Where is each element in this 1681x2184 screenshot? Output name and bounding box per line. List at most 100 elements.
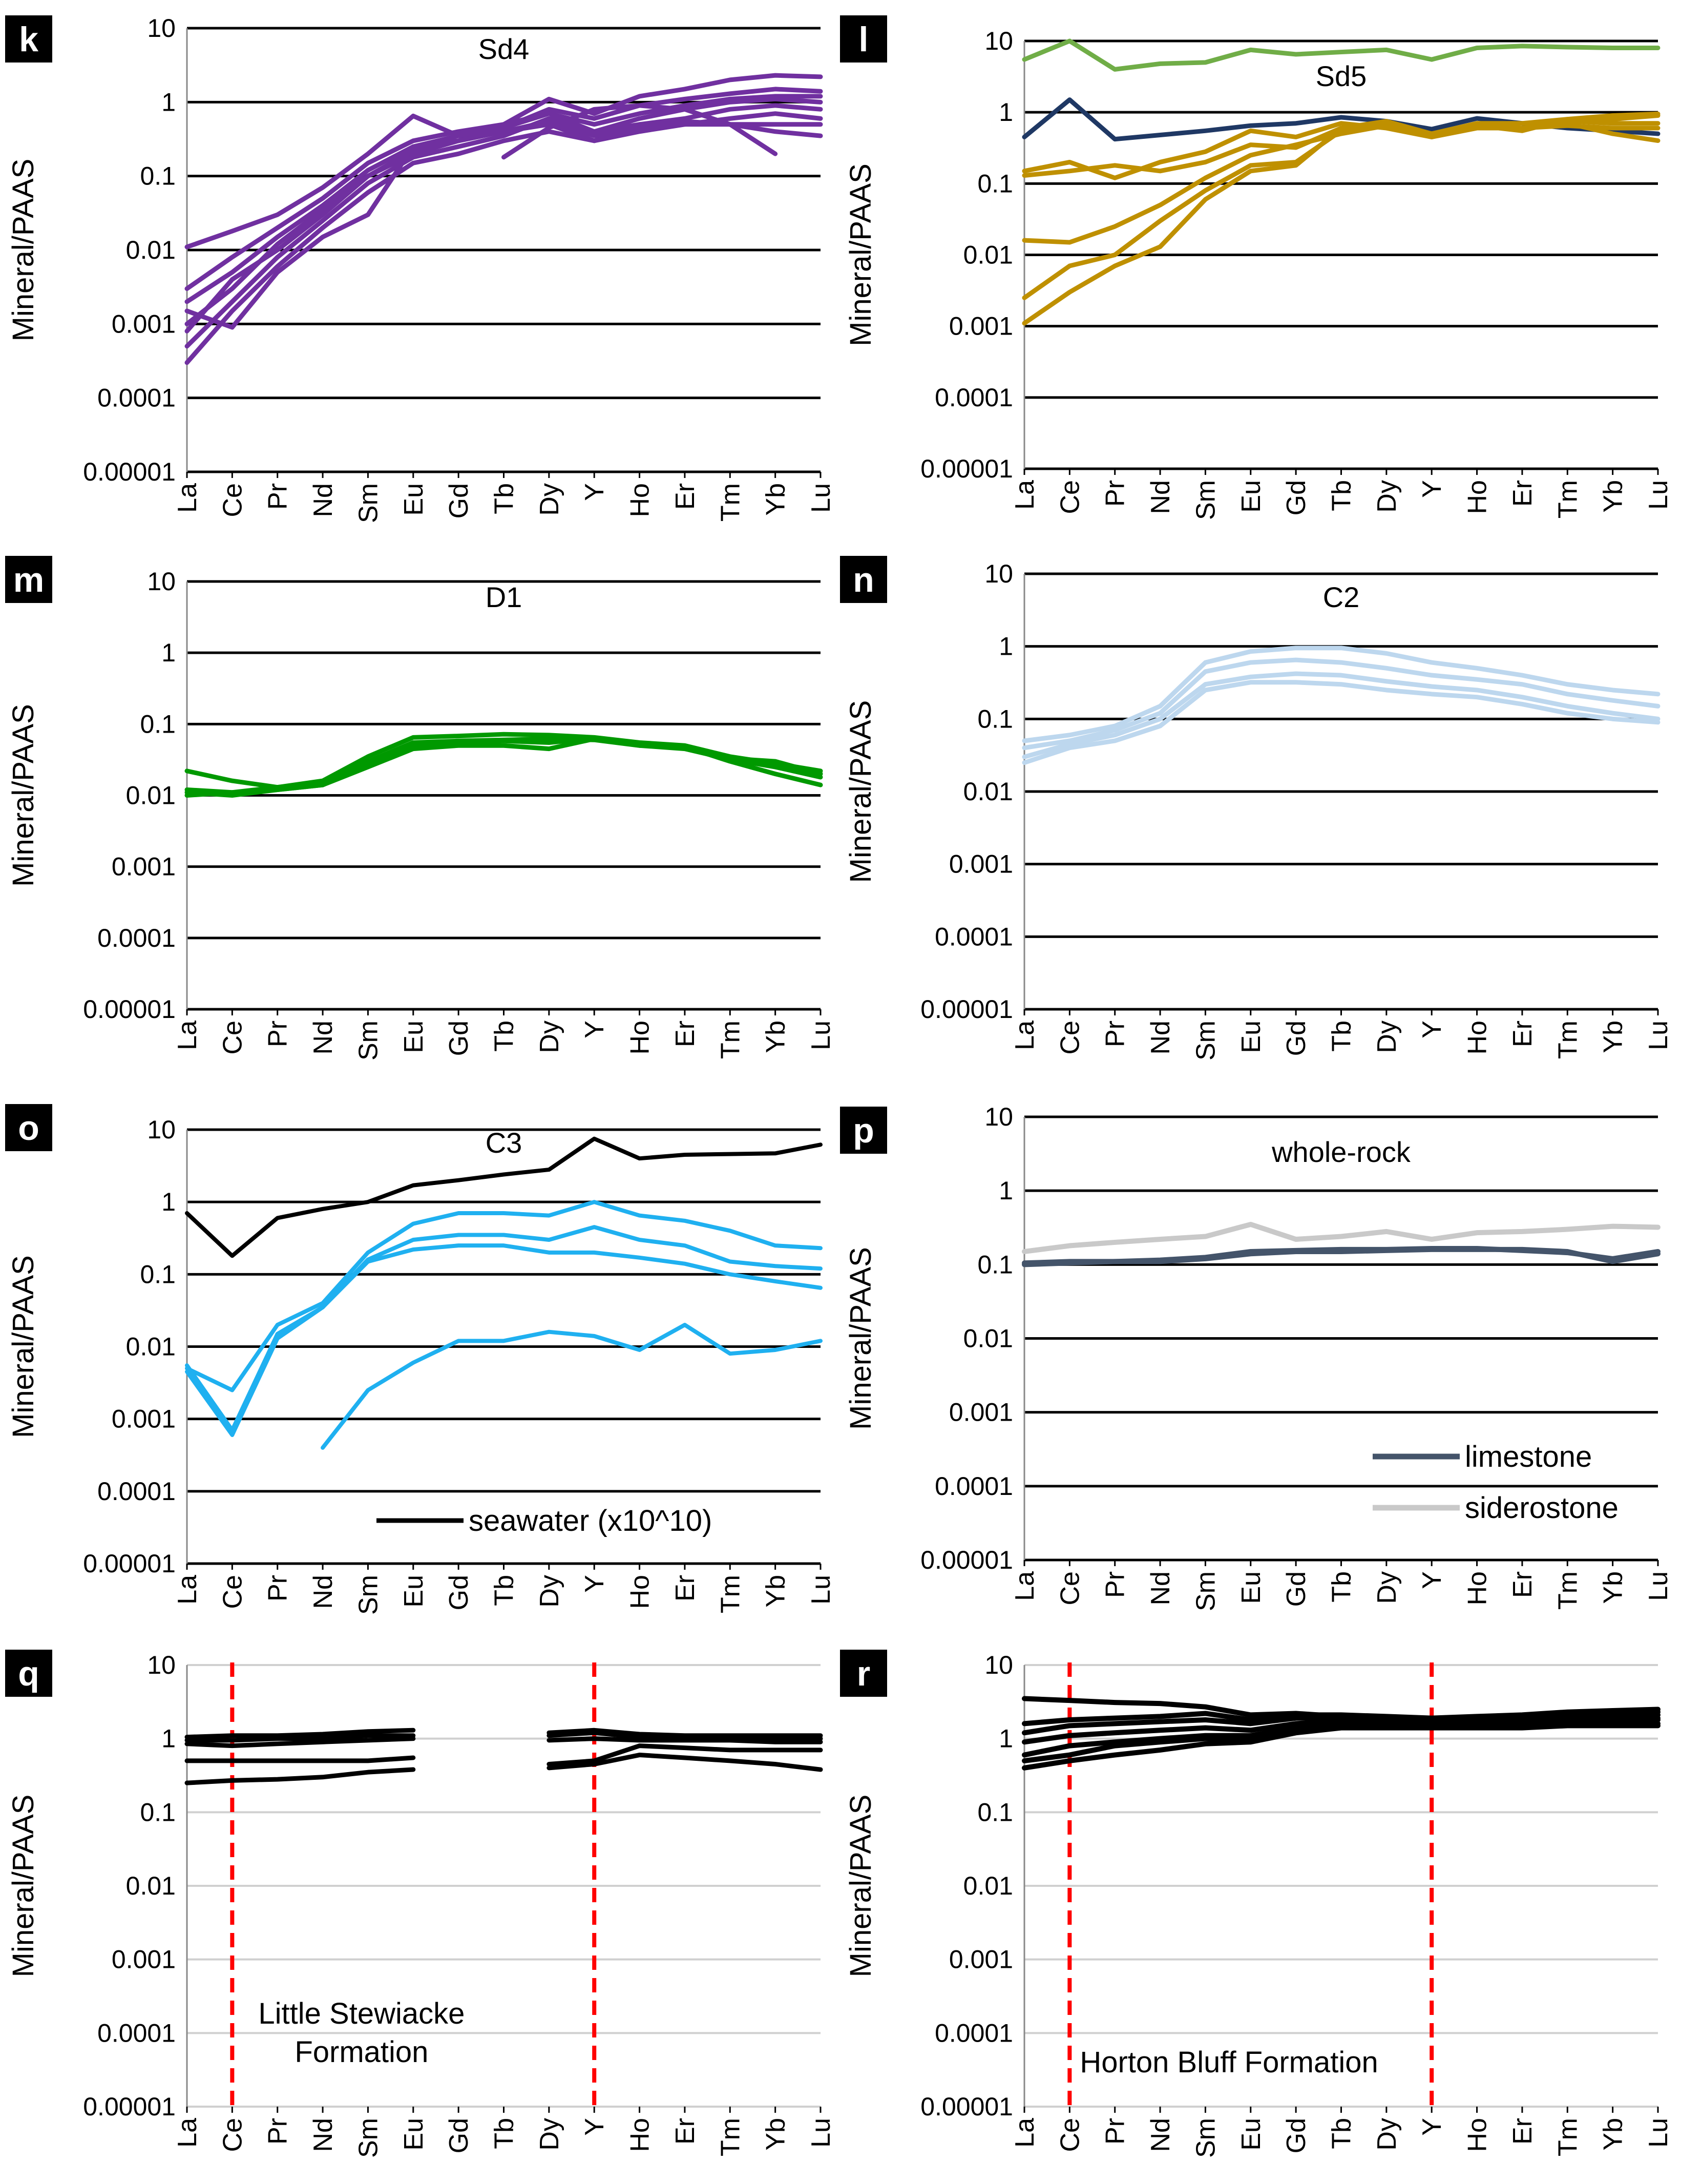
series-line [1022, 1245, 1661, 1266]
x-tick-label: Er [670, 2118, 700, 2145]
panel-m: 0.00001 0.0001 0.001 0.01 0.1 1 10 La Ce Pr Nd Sm Eu… [5, 556, 836, 1060]
x-tick-label: Yb [761, 1575, 791, 1608]
x-tick-label: Tm [1553, 480, 1583, 518]
x-tick-label: Nd [1146, 480, 1175, 514]
x-tick-label: Y [1417, 480, 1447, 498]
x-tick-label: Nd [1146, 1021, 1175, 1054]
panel-badge-letter: l [859, 20, 869, 59]
y-tick-label: 0.0001 [97, 384, 176, 412]
x-tick-label: Ce [1055, 480, 1085, 514]
y-tick-label: 0.00001 [83, 457, 176, 486]
x-tick-label: Ce [218, 1575, 247, 1609]
y-tick-label: 0.1 [140, 1260, 176, 1288]
series-line [185, 1136, 823, 1258]
x-tick-label: Dy [1372, 2118, 1402, 2151]
y-axis-label: Mineral/PAAS [7, 159, 40, 342]
x-tick-label: Gd [444, 1575, 474, 1610]
x-tick-label: Gd [444, 483, 474, 518]
x-tick-label: Dy [535, 1021, 564, 1053]
annotation-line: Horton Bluff Formation [1080, 2046, 1378, 2079]
y-tick-label: 10 [147, 1651, 176, 1679]
y-axis-label: Mineral/PAAS [844, 700, 877, 883]
x-tick-label: Y [580, 1575, 610, 1593]
x-tick-label: Eu [399, 1575, 429, 1608]
panel-badge-letter: r [857, 1654, 870, 1693]
x-tick-label: Y [1417, 1571, 1447, 1589]
y-axis-label: Mineral/PAAS [844, 163, 877, 346]
x-tick-label: Tb [1327, 1021, 1357, 1052]
y-tick-label: 1 [161, 638, 176, 667]
x-tick-label: Ho [625, 2118, 655, 2152]
y-axis-label: Mineral/PAAS [7, 704, 40, 887]
x-tick-label: Sm [353, 483, 383, 523]
x-tick-label: Nd [308, 483, 338, 517]
x-tick-label: Pr [1101, 1571, 1130, 1598]
x-tick-label: La [1010, 1021, 1040, 1050]
y-tick-label: 10 [984, 559, 1013, 588]
x-tick-label: Pr [263, 1575, 293, 1601]
x-tick-label: Yb [1599, 480, 1628, 513]
legend-label: seawater (x10^10) [469, 1504, 712, 1537]
x-tick-label: Eu [399, 483, 429, 516]
series-line [547, 1736, 823, 1744]
series-line [184, 1728, 416, 1740]
series-line [1022, 1712, 1661, 1736]
y-tick-label: 1 [161, 1188, 176, 1216]
series-line [184, 1755, 416, 1763]
series-line [184, 119, 823, 326]
y-tick-label: 1 [999, 1176, 1013, 1205]
y-tick-label: 1 [161, 88, 176, 116]
x-tick-label: Er [1508, 480, 1538, 507]
x-tick-label: Dy [1372, 1021, 1402, 1053]
x-tick-label: Ho [625, 483, 655, 517]
x-tick-label: Tm [1553, 1571, 1583, 1610]
y-tick-label: 10 [984, 27, 1013, 55]
series-line [1022, 111, 1661, 326]
x-tick-label: Sm [1191, 1571, 1221, 1611]
x-tick-label: Eu [1236, 2118, 1266, 2151]
x-tick-label: Gd [1281, 2118, 1311, 2153]
panel-badge-letter: m [13, 560, 44, 599]
x-tick-label: Tm [1553, 1021, 1583, 1059]
series-line [185, 1225, 823, 1432]
x-tick-label: Ho [1463, 1571, 1493, 1605]
series-line [1022, 680, 1661, 765]
panel-l: 0.00001 0.0001 0.001 0.01 0.1 1 10 La Ce Pr Nd Sm Eu… [840, 15, 1673, 520]
x-tick-label: Sm [353, 2118, 383, 2158]
y-tick-label: 0.0001 [97, 924, 176, 952]
y-tick-label: 0.00001 [920, 2092, 1013, 2121]
x-tick-label: Y [1417, 2118, 1447, 2136]
x-tick-label: Gd [444, 2118, 474, 2153]
y-tick-label: 0.1 [140, 162, 176, 191]
series-line [184, 73, 823, 330]
x-tick-label: Ce [218, 483, 247, 517]
series-line [547, 1730, 823, 1741]
y-tick-label: 0.0001 [935, 1472, 1013, 1501]
x-tick-label: Er [1508, 2118, 1538, 2145]
y-tick-label: 0.1 [140, 710, 176, 738]
y-tick-label: 0.00001 [920, 1546, 1013, 1574]
panel-badge [840, 556, 887, 603]
y-axis-label: Mineral/PAAS [7, 1255, 40, 1438]
chart-title: Sd4 [478, 33, 530, 65]
x-tick-label: Yb [1599, 2118, 1628, 2151]
series-line [184, 1733, 416, 1743]
y-tick-label: 0.01 [963, 241, 1013, 269]
x-tick-label: Nd [308, 2118, 338, 2152]
y-tick-label: 0.0001 [935, 922, 1013, 951]
series-line [1022, 1715, 1661, 1763]
panel-badge [840, 15, 887, 63]
y-tick-label: 0.1 [977, 1250, 1013, 1279]
x-tick-label: Gd [1281, 480, 1311, 515]
x-tick-label: Eu [399, 1021, 429, 1053]
y-tick-label: 0.00001 [83, 995, 176, 1024]
x-tick-label: Eu [1236, 1571, 1266, 1604]
y-axis-label: Mineral/PAAS [844, 1795, 877, 1978]
x-tick-label: Lu [806, 1021, 836, 1050]
y-tick-label: 0.0001 [97, 1477, 176, 1506]
x-tick-label: Tm [716, 1575, 745, 1613]
panel-badge-letter: n [853, 560, 874, 599]
x-tick-label: La [1010, 1571, 1040, 1601]
y-tick-label: 0.01 [963, 777, 1013, 806]
